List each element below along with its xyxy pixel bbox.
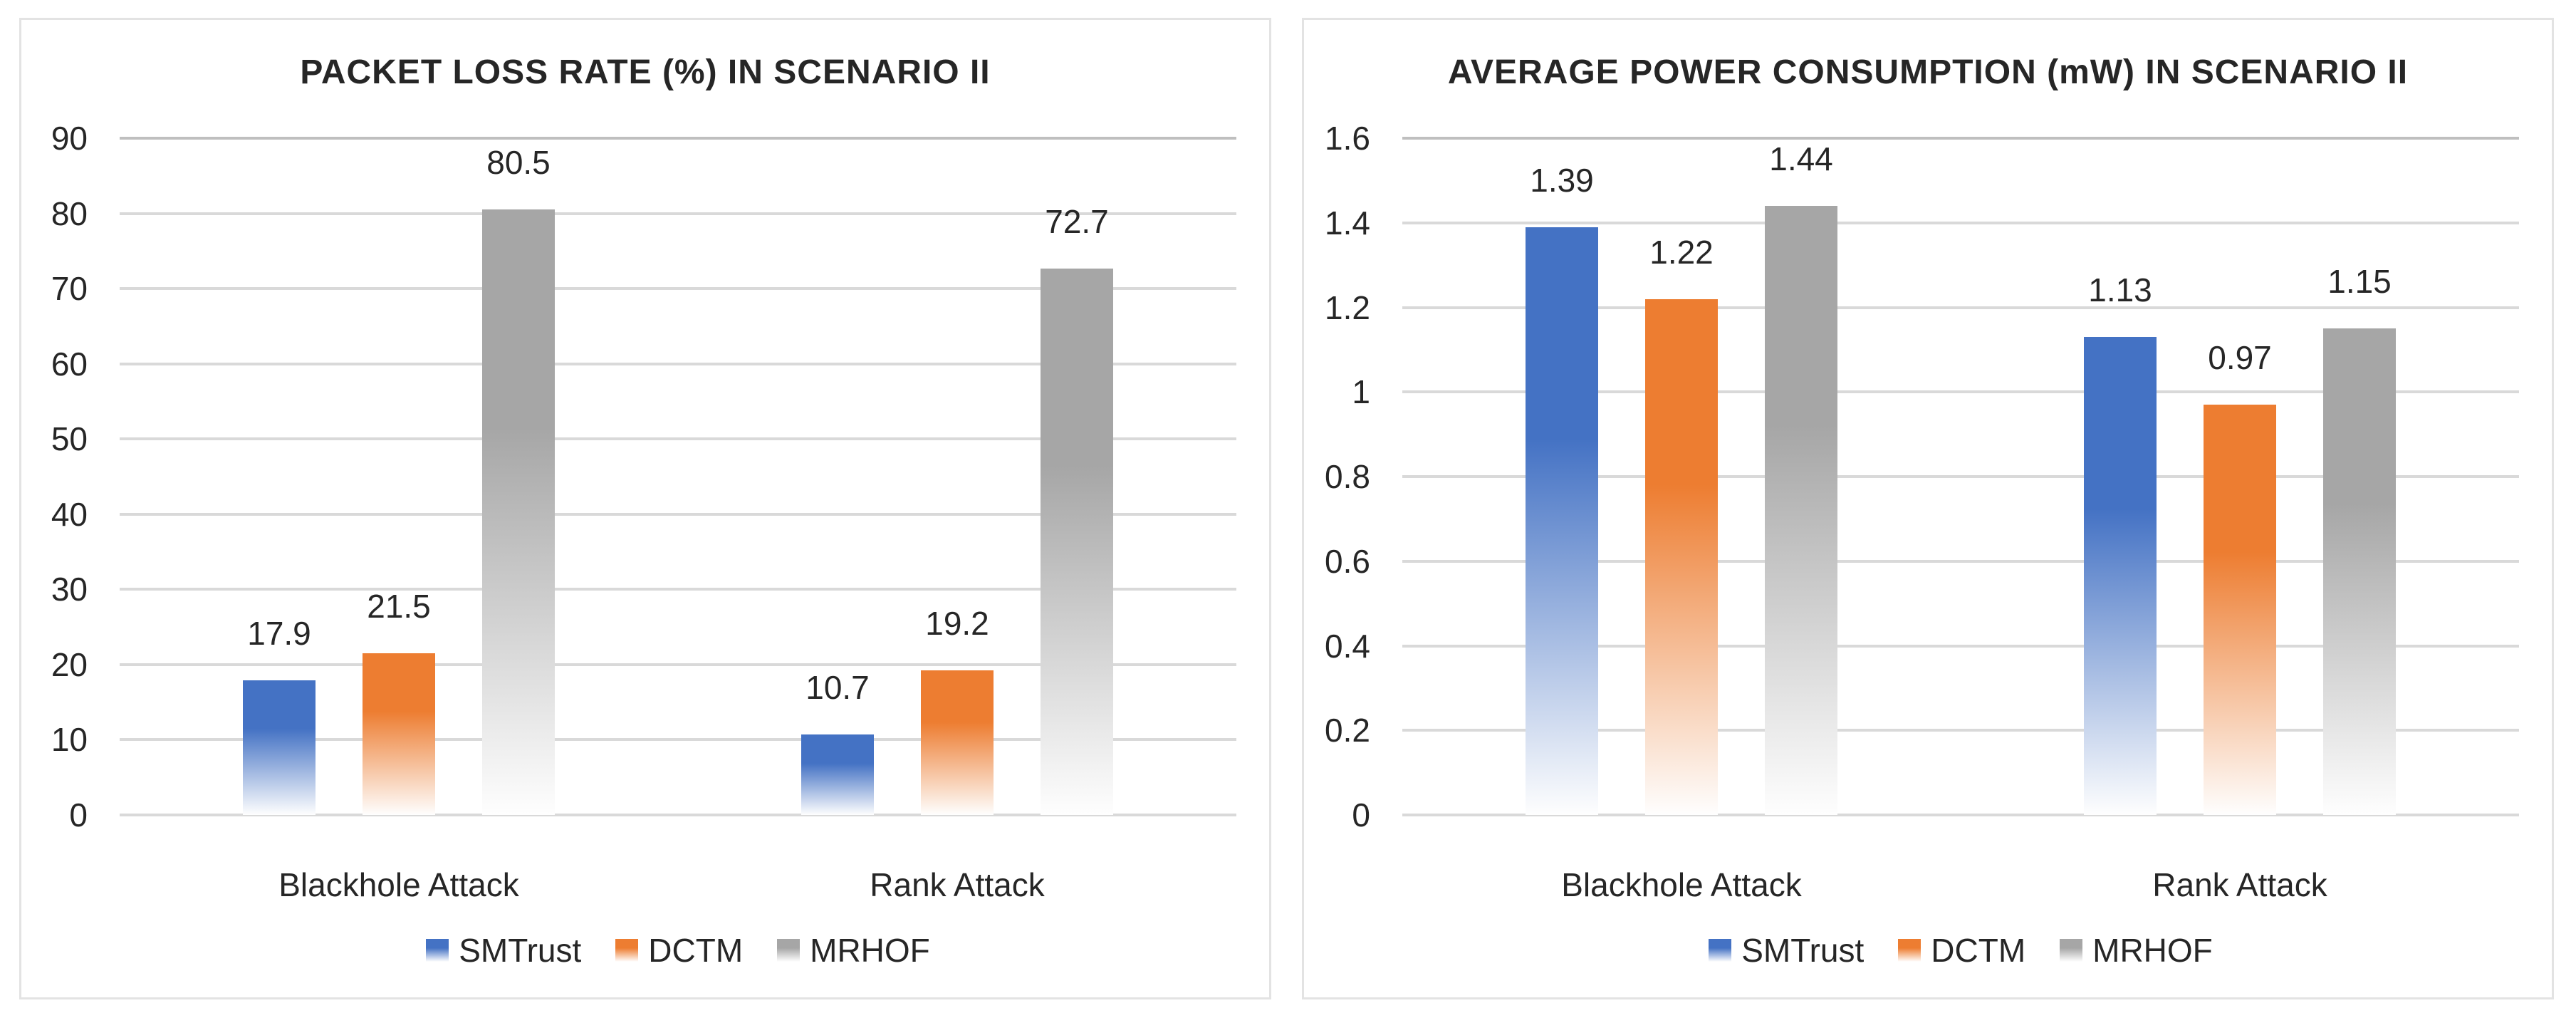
gridline [1402,306,2519,309]
y-axis-tick-label: 60 [51,345,88,383]
y-axis-tick-label: 50 [51,420,88,458]
bar-mrhof-blackhole-attack [482,209,555,815]
legend-swatch-icon [777,939,801,962]
gridline [120,287,1236,291]
y-axis-tick-label: 10 [51,721,88,759]
y-axis-tick-label: 70 [51,270,88,308]
y-axis-tick-label: 0.6 [1325,542,1370,580]
legend-swatch-icon [1898,939,1921,962]
y-axis-tick-label: 0.8 [1325,458,1370,495]
y-axis-tick-label: 0.4 [1325,627,1370,665]
y-axis-tick-label: 30 [51,571,88,608]
gridline [1402,559,2519,563]
gridline [1402,390,2519,394]
y-axis-tick-label: 80 [51,194,88,232]
bar-value-label: 1.39 [1530,161,1594,199]
bar-value-label: 80.5 [486,144,551,182]
legend-label: DCTM [648,932,744,969]
plot-area: 0 10 20 30 40 50 60 70 80 90 Blackhole Attack 17.9 2… [21,20,1269,997]
gridline [120,588,1236,591]
bar-smtrust-blackhole-attack [1526,227,1598,815]
gridline [1402,137,2519,140]
bar-mrhof-rank-attack [1041,268,1113,815]
legend-swatch-icon [615,939,639,962]
bar-smtrust-rank-attack [801,734,874,815]
legend-item-smtrust: SMTrust [426,930,581,970]
gridline [120,738,1236,742]
legend-swatch-icon [2060,939,2083,962]
bar-value-label: 0.97 [2208,339,2272,377]
gridline [120,663,1236,666]
y-axis-tick-label: 0.2 [1325,712,1370,749]
bar-mrhof-rank-attack [2323,328,2396,815]
packet-loss-chart-panel: PACKET LOSS RATE (%) IN SCENARIO II 0 10 2… [19,18,1271,999]
bar-dctm-rank-attack [2204,405,2276,815]
x-axis-category-label: Rank Attack [870,866,1045,903]
gridline [120,512,1236,516]
bar-dctm-blackhole-attack [1645,298,1718,815]
y-axis-tick-label: 20 [51,645,88,683]
gridline [1402,729,2519,732]
gridline [1402,814,2519,816]
gridline [120,212,1236,215]
bar-value-label: 1.15 [2327,263,2392,301]
bar-smtrust-rank-attack [2084,337,2157,815]
bar-mrhof-blackhole-attack [1765,206,1837,815]
y-axis-tick-label: 1.2 [1325,289,1370,326]
legend-item-mrhof: MRHOF [777,930,930,970]
gridline [120,814,1236,816]
x-axis-category-label: Rank Attack [2152,866,2327,903]
gridline [120,437,1236,441]
legend: SMTrust DCTM MRHOF [1402,930,2519,970]
legend-swatch-icon [1709,939,1732,962]
bar-value-label: 19.2 [925,605,989,643]
legend-label: SMTrust [459,932,582,969]
bar-value-label: 21.5 [367,588,431,625]
legend-item-dctm: DCTM [1898,930,2025,970]
plot-area: 0 0.2 0.4 0.6 0.8 1 1.2 1.4 1.6 Blackhole Attack 1… [1304,20,2552,997]
y-axis-tick-label: 40 [51,495,88,533]
gridline [1402,475,2519,478]
y-axis-tick-label: 1 [1352,373,1370,411]
gridline [120,137,1236,140]
power-consumption-chart-panel: AVERAGE POWER CONSUMPTION (mW) IN SCENAR… [1302,18,2554,999]
bar-smtrust-blackhole-attack [243,680,316,815]
legend-item-dctm: DCTM [615,930,743,970]
chart-title: AVERAGE POWER CONSUMPTION (mW) IN SCENAR… [1447,53,2409,91]
y-axis-tick-label: 0 [69,796,88,833]
legend-label: DCTM [1931,932,2026,969]
gridline [120,362,1236,365]
bar-value-label: 17.9 [247,615,311,653]
x-axis-category-label: Blackhole Attack [278,866,519,903]
bar-value-label: 10.7 [805,669,870,707]
legend-label: MRHOF [2092,932,2213,969]
legend-item-mrhof: MRHOF [2060,930,2213,970]
legend: SMTrust DCTM MRHOF [120,930,1236,970]
bar-dctm-rank-attack [921,670,994,815]
legend-swatch-icon [426,939,449,962]
chart-title: PACKET LOSS RATE (%) IN SCENARIO II [300,53,991,91]
gridline [1402,221,2519,224]
legend-label: MRHOF [810,932,930,969]
y-axis-tick-label: 1.6 [1325,120,1370,157]
y-axis-tick-label: 0 [1352,796,1370,833]
bar-dctm-blackhole-attack [363,653,435,815]
legend-label: SMTrust [1741,932,1865,969]
y-axis-tick-label: 90 [51,120,88,157]
bar-value-label: 1.22 [1649,233,1714,271]
bar-value-label: 1.44 [1769,140,1833,177]
gridline [1402,644,2519,648]
legend-item-smtrust: SMTrust [1709,930,1864,970]
x-axis-category-label: Blackhole Attack [1561,866,1802,903]
bar-value-label: 72.7 [1045,202,1109,240]
bar-value-label: 1.13 [2088,271,2152,309]
y-axis-tick-label: 1.4 [1325,204,1370,241]
